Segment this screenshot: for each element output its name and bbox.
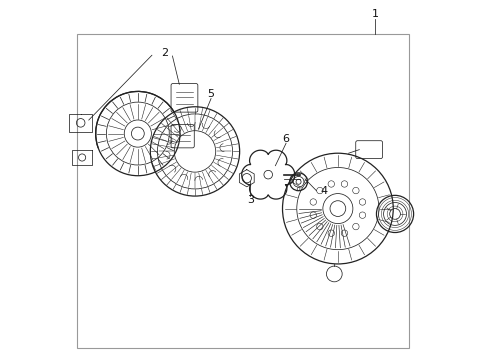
- Text: 1: 1: [372, 9, 379, 19]
- Text: 5: 5: [208, 89, 215, 99]
- Text: 6: 6: [283, 134, 290, 144]
- Text: 3: 3: [247, 195, 254, 204]
- Bar: [77, 33, 409, 348]
- Text: 4: 4: [320, 186, 327, 196]
- Text: 2: 2: [161, 48, 168, 58]
